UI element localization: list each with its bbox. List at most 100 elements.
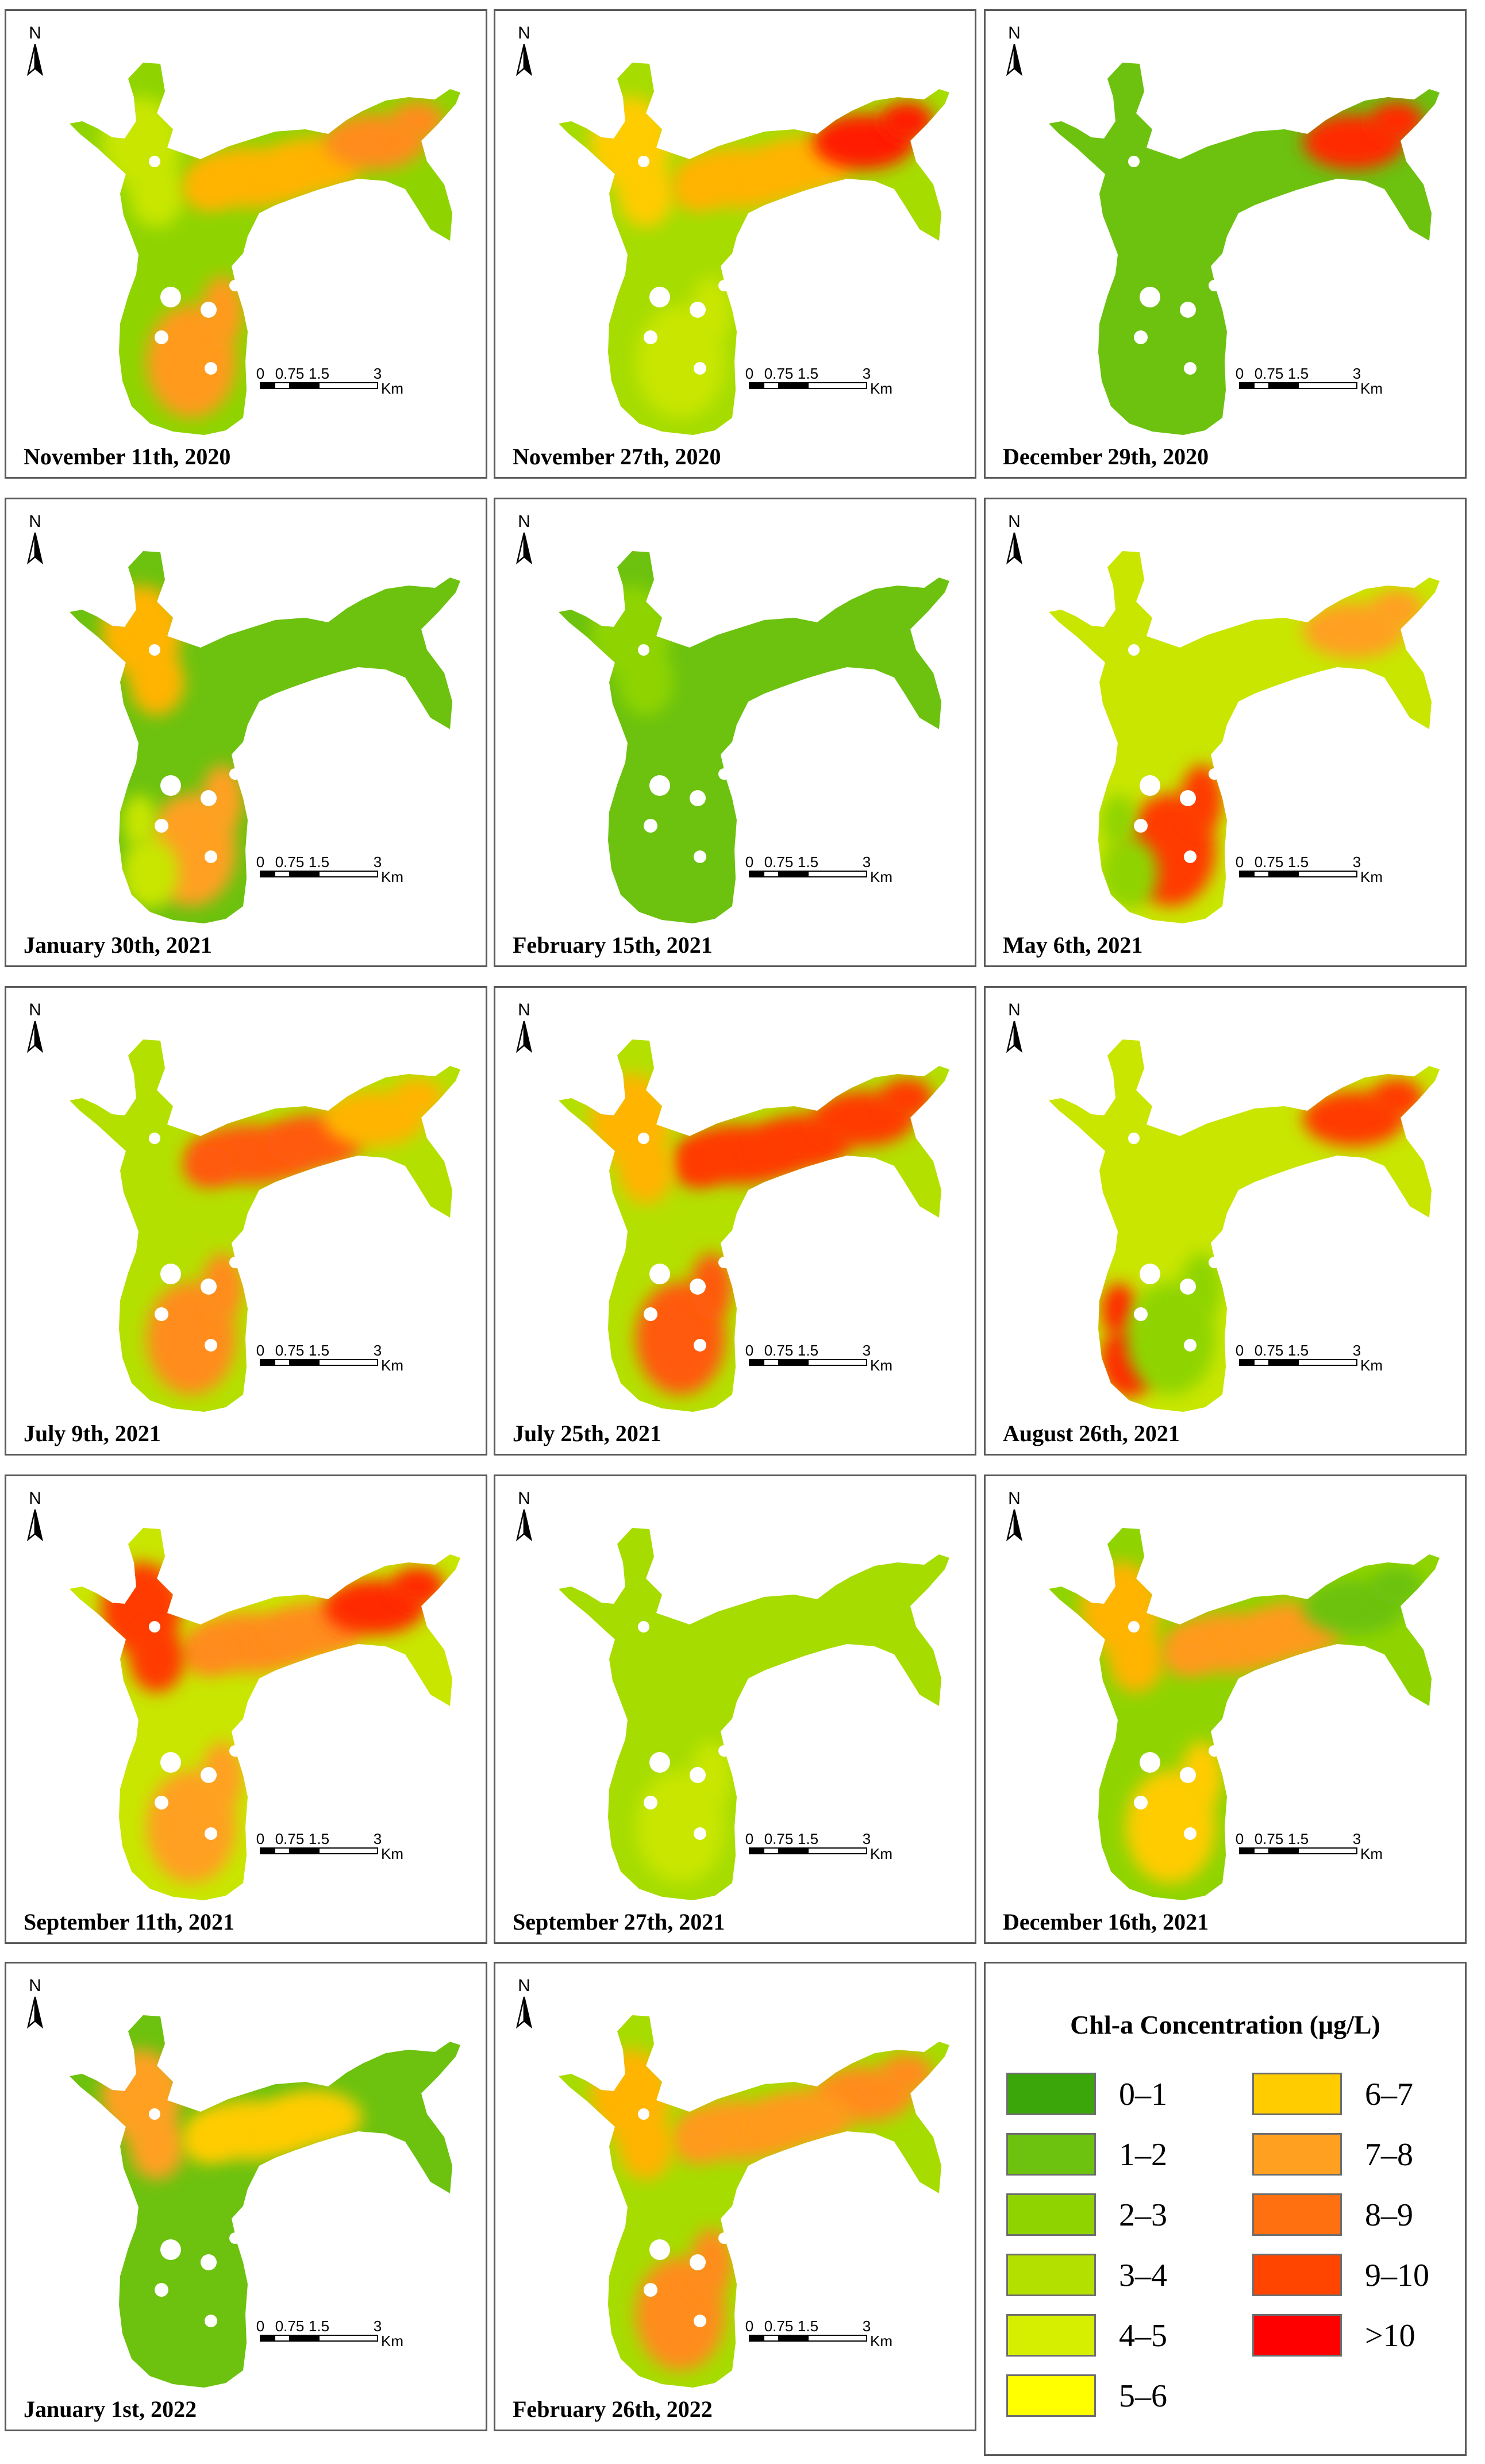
scale-segment: [1253, 1359, 1269, 1366]
map-panel: N 0 0.75 1.5 3 Km February 26th, 2022: [494, 1962, 976, 2431]
concentration-patch: [880, 102, 933, 141]
scale-tick-label: 0: [256, 365, 264, 382]
concentration-patch: [121, 837, 179, 908]
scale-tick-label: 0: [745, 365, 753, 382]
island: [1128, 644, 1140, 656]
scale-bar: 0 0.75 1.5 3Km: [1236, 853, 1383, 886]
legend-label: 3–4: [1119, 2258, 1167, 2293]
scale-tick-label: 1.5: [798, 365, 818, 382]
panel-date-label: January 30th, 2021: [24, 932, 212, 958]
lake-map: N 0 0.75 1.5 3Km: [1006, 512, 1440, 923]
scale-tick-label: 1.5: [309, 1342, 329, 1359]
scale-segment: [807, 2335, 867, 2342]
island: [205, 362, 217, 375]
legend-panel: Chl-a Concentration (μg/L) 0–1 1–2 2–3 3–4 4–…: [984, 1962, 1467, 2456]
concentration-patch: [391, 102, 444, 141]
north-label: N: [518, 1489, 530, 1508]
island: [638, 644, 649, 656]
scale-segment: [260, 2335, 275, 2342]
concentration-patch: [202, 1253, 243, 1320]
island: [1140, 775, 1160, 796]
concentration-patch: [129, 649, 184, 715]
north-arrow-icon: N: [515, 1489, 533, 1542]
scale-segment: [1268, 871, 1299, 877]
map-panel: N 0 0.75 1.5 3 Km September 11th, 2021: [5, 1474, 487, 1944]
scale-unit: Km: [870, 868, 892, 886]
lake-map: N 0 0.75 1.5 3Km: [515, 1976, 949, 2388]
concentration-patch: [183, 1635, 234, 1676]
concentration-patch: [618, 649, 674, 715]
concentration-patch: [183, 170, 234, 211]
panel-date-label: February 15th, 2021: [513, 932, 713, 958]
island: [638, 1621, 649, 1633]
scale-unit: Km: [381, 868, 403, 886]
legend-swatch: [1006, 2254, 1096, 2296]
lake-map: N 0 0.75 1.5 3Km: [26, 512, 460, 923]
scale-unit: Km: [870, 1845, 892, 1862]
concentration-patch: [266, 2090, 362, 2145]
scale-bar: 0 0.75 1.5 3Km: [745, 1830, 892, 1862]
map-panel: N 0 0.75 1.5 3 Km December 29th, 2020: [984, 9, 1467, 479]
scale-tick-label: 0: [1236, 365, 1244, 382]
scale-segment: [807, 871, 867, 877]
scale-tick-label: 1.5: [798, 853, 818, 871]
north-arrow-icon: N: [26, 24, 44, 76]
north-label: N: [1008, 24, 1021, 43]
concentration-patch: [129, 1626, 184, 1692]
island: [690, 1279, 706, 1295]
concentration-patch: [129, 160, 184, 227]
scale-tick-label: 3: [1353, 853, 1361, 871]
scale-segment: [1298, 1847, 1357, 1854]
concentration-patch: [202, 276, 243, 343]
island: [1209, 768, 1220, 780]
island: [638, 1133, 649, 1144]
concentration-patch: [880, 2054, 933, 2093]
scale-segment: [1298, 871, 1357, 877]
scale-segment: [778, 2335, 809, 2342]
island: [638, 2108, 649, 2120]
scale-segment: [274, 871, 290, 877]
legend-label: 7–8: [1365, 2137, 1413, 2173]
legend-swatch: [1006, 2073, 1096, 2115]
map-panel: N 0 0.75 1.5 3 Km August 26th, 2021: [984, 986, 1467, 1456]
scale-segment: [260, 1847, 275, 1854]
concentration-patch: [1102, 795, 1136, 848]
scale-tick-label: 1.5: [309, 1830, 329, 1847]
scale-segment: [749, 2335, 764, 2342]
island: [149, 644, 160, 656]
island: [649, 1752, 670, 1773]
panel-date-label: November 11th, 2020: [24, 444, 231, 469]
island: [718, 768, 730, 780]
scale-unit: Km: [1360, 1357, 1383, 1374]
lake-map: N 0 0.75 1.5 3Km: [515, 1489, 949, 1900]
island: [155, 2283, 168, 2297]
legend-label: >10: [1365, 2318, 1415, 2354]
legend-swatch: [1252, 2254, 1342, 2296]
scale-tick-label: 1.5: [1288, 853, 1309, 871]
island: [718, 1745, 730, 1757]
panel-date-label: November 27th, 2020: [513, 444, 721, 469]
concentration-patch: [755, 2090, 851, 2145]
concentration-patch: [618, 160, 674, 227]
island: [205, 1827, 217, 1840]
scale-segment: [318, 382, 378, 389]
island: [1134, 1307, 1148, 1321]
panel-date-label: December 29th, 2020: [1003, 444, 1209, 469]
scale-tick-label: 1.5: [309, 365, 329, 382]
map-panel: N 0 0.75 1.5 3 Km July 9th, 2021: [5, 986, 487, 1456]
island: [155, 1307, 168, 1321]
scale-tick-label: 3: [1353, 1342, 1361, 1359]
scale-tick-label: 0: [256, 2317, 264, 2335]
scale-segment: [749, 1847, 764, 1854]
island: [694, 2315, 706, 2327]
island: [1128, 1133, 1140, 1144]
island: [160, 775, 181, 796]
scale-tick-label: 1.5: [798, 1830, 818, 1847]
scale-tick-label: 1.5: [1288, 365, 1309, 382]
concentration-patch: [691, 1742, 732, 1808]
island: [690, 302, 706, 318]
north-arrow-icon: N: [1006, 512, 1023, 565]
scale-tick-label: 1.5: [1288, 1830, 1309, 1847]
scale-unit: Km: [1360, 1845, 1383, 1862]
scale-tick-label: 0.75: [1255, 1830, 1284, 1847]
